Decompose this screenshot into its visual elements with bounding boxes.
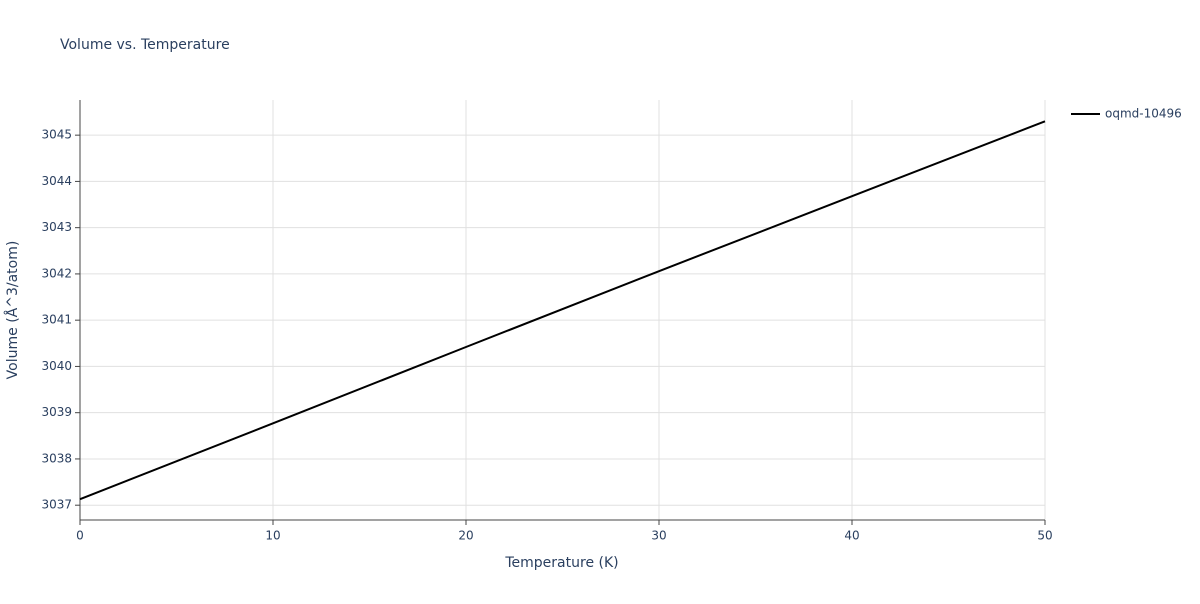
y-tick-label: 3038 [41,451,72,465]
chart-title: Volume vs. Temperature [60,37,230,53]
y-tick-label: 3042 [41,266,72,280]
y-axis-label: Volume (Å^3/atom) [4,241,21,380]
legend-label: oqmd-10496 [1105,107,1182,121]
x-tick-label: 0 [76,529,84,543]
y-tick-label: 3043 [41,220,72,234]
y-tick-label: 3041 [41,313,72,327]
y-tick-label: 3037 [41,498,72,512]
x-tick-label: 20 [458,529,473,543]
x-tick-label: 30 [651,529,666,543]
y-tick-label: 3039 [41,405,72,419]
data-line [79,120,1046,501]
y-tick-label: 3040 [41,359,72,373]
x-tick-label: 50 [1037,529,1052,543]
x-tick-label: 40 [844,529,859,543]
y-tick-label: 3044 [41,174,72,188]
y-tick-label: 3045 [41,128,72,142]
x-tick-label: 10 [265,529,280,543]
x-axis-label: Temperature (K) [504,555,618,571]
